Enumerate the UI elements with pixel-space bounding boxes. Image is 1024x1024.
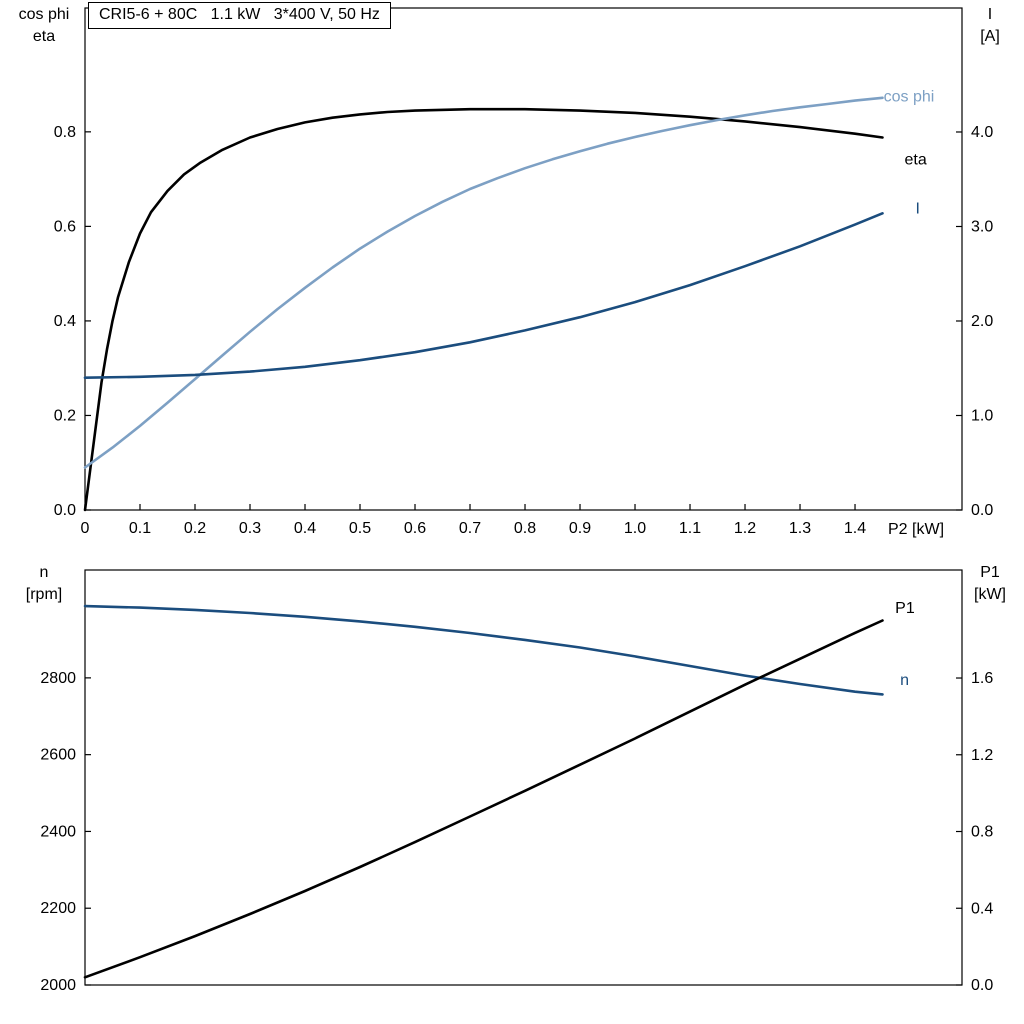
chart-title-box: CRI5-6 + 80C 1.1 kW 3*400 V, 50 Hz bbox=[88, 2, 391, 29]
right-tick-label: 0.8 bbox=[971, 824, 993, 841]
kw-unit-label: [kW] bbox=[974, 586, 1006, 603]
cos-phi-axis-label: cos phi bbox=[18, 6, 70, 23]
left-tick-label: 0.0 bbox=[54, 502, 76, 519]
left-tick-label: 2000 bbox=[40, 977, 76, 994]
left-tick-label: 0.6 bbox=[54, 218, 76, 235]
x-tick-label: 0.6 bbox=[404, 520, 426, 537]
right-tick-label: 1.2 bbox=[971, 747, 993, 764]
left-tick-label: 2400 bbox=[40, 823, 76, 840]
speed-curve bbox=[83, 604, 884, 696]
plot-frame bbox=[84, 569, 963, 986]
input-power-curve bbox=[83, 619, 884, 979]
current-axis-label: I bbox=[987, 6, 993, 23]
x-tick-label: 0.8 bbox=[514, 520, 536, 537]
speed-curve-label: n bbox=[900, 672, 909, 689]
eta-axis-label: eta bbox=[32, 28, 56, 45]
top-chart-right-axis-title: I [A] bbox=[958, 4, 1022, 48]
cos-phi-curve-label: cos phi bbox=[884, 88, 935, 105]
right-tick-label: 1.0 bbox=[971, 407, 993, 424]
right-tick-label: 0.4 bbox=[971, 900, 993, 917]
bottom-chart-left-axis-title: n [rpm] bbox=[2, 562, 86, 606]
x-tick-label: 0.3 bbox=[239, 520, 261, 537]
right-tick-label: 0.0 bbox=[971, 977, 993, 994]
x-tick-label: 1.1 bbox=[679, 520, 701, 537]
bottom-chart-right-axis-title: P1 [kW] bbox=[958, 562, 1022, 606]
eta-curve bbox=[83, 107, 884, 512]
ampere-unit-label: [A] bbox=[980, 28, 1000, 45]
x-tick-label: 0 bbox=[81, 520, 90, 537]
right-tick-label: 4.0 bbox=[971, 124, 993, 141]
rpm-unit-label: [rpm] bbox=[25, 586, 63, 603]
left-tick-label: 2200 bbox=[40, 900, 76, 917]
x-tick-label: 1.4 bbox=[844, 520, 866, 537]
p1-axis-label: P1 bbox=[980, 564, 1000, 581]
right-tick-label: 1.6 bbox=[971, 670, 993, 687]
x-tick-label: 1.0 bbox=[624, 520, 646, 537]
x-tick-label: 0.1 bbox=[129, 520, 151, 537]
right-tick-label: 0.0 bbox=[971, 502, 993, 519]
x-tick-label: 1.2 bbox=[734, 520, 756, 537]
x-tick-label: 0.5 bbox=[349, 520, 371, 537]
left-tick-label: 2800 bbox=[40, 670, 76, 687]
current-curve bbox=[83, 212, 884, 379]
cos-phi-curve bbox=[83, 96, 884, 469]
right-tick-label: 2.0 bbox=[971, 313, 993, 330]
speed-axis-label: n bbox=[39, 564, 49, 581]
x-tick-label: 0.7 bbox=[459, 520, 481, 537]
left-tick-label: 0.4 bbox=[54, 313, 76, 330]
right-tick-label: 3.0 bbox=[971, 218, 993, 235]
current-curve-label: I bbox=[916, 201, 920, 218]
top-chart-left-axis-title: cos phi eta bbox=[2, 4, 86, 48]
x-axis-unit-label: P2 [kW] bbox=[888, 521, 945, 538]
plot-frame bbox=[84, 7, 963, 511]
input-power-curve-label: P1 bbox=[895, 600, 915, 617]
x-tick-label: 0.2 bbox=[184, 520, 206, 537]
left-tick-label: 2600 bbox=[40, 747, 76, 764]
left-tick-label: 0.2 bbox=[54, 407, 76, 424]
x-tick-label: 0.9 bbox=[569, 520, 591, 537]
x-tick-label: 1.3 bbox=[789, 520, 811, 537]
left-tick-label: 0.8 bbox=[54, 124, 76, 141]
x-tick-label: 0.4 bbox=[294, 520, 316, 537]
eta-curve-label: eta bbox=[905, 151, 927, 168]
